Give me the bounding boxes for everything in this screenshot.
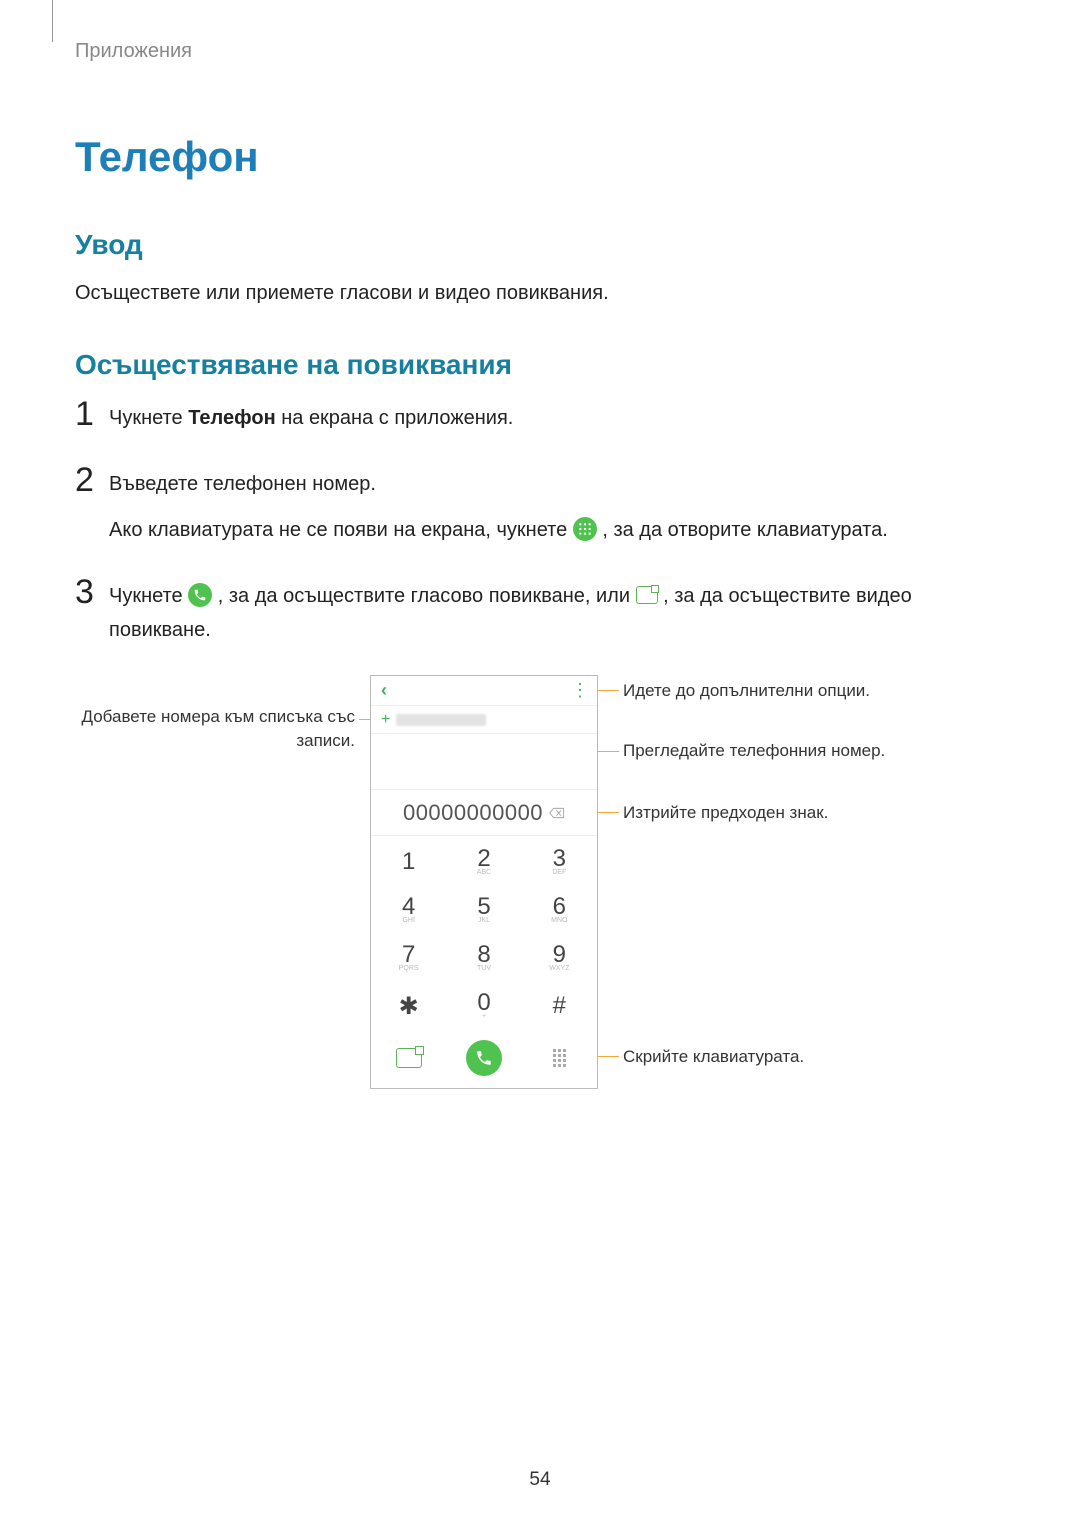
breadcrumb: Приложения: [75, 40, 1005, 63]
call-icon: [188, 583, 212, 607]
keypad-key[interactable]: 1: [371, 836, 446, 884]
keypad: 12ABC3DEF 4GHI5JKL6MNO 7PQRS8TUV9WXYZ ✱0+#: [371, 836, 597, 1028]
text-fragment: на екрана с приложения.: [276, 407, 514, 429]
text-fragment: Чукнете: [109, 407, 188, 429]
call-button[interactable]: [466, 1040, 502, 1076]
header-divider: [52, 0, 53, 42]
callout-delete-char: Изтрийте предходен знак.: [623, 801, 828, 825]
back-icon[interactable]: ‹: [381, 680, 387, 701]
video-call-icon: [636, 586, 658, 604]
keypad-key[interactable]: 4GHI: [371, 884, 446, 932]
phone-header: ‹ ⋮: [371, 676, 597, 706]
phone-figure: Добавете номера към списъка със записи. …: [75, 675, 1005, 1105]
step-text: Въведете телефонен номер. Ако клавиатура…: [109, 463, 888, 547]
text-line: Ако клавиатурата не се появи на екрана, …: [109, 513, 888, 547]
phone-actions: [371, 1028, 597, 1088]
text-fragment: , за да осъществите гласово повикване, и…: [218, 585, 636, 607]
entered-number: 00000000000: [403, 800, 543, 826]
step-number: 3: [75, 575, 109, 609]
plus-icon: +: [381, 711, 390, 729]
keypad-key[interactable]: #: [522, 980, 597, 1028]
keypad-key[interactable]: 8TUV: [446, 932, 521, 980]
page-number: 54: [0, 1469, 1080, 1491]
keypad-key[interactable]: ✱: [371, 980, 446, 1028]
steps-list: 1 Чукнете Телефон на екрана с приложения…: [75, 397, 1005, 647]
step-3: 3 Чукнете , за да осъществите гласово по…: [75, 575, 1005, 647]
keypad-key[interactable]: 0+: [446, 980, 521, 1028]
keypad-key[interactable]: 9WXYZ: [522, 932, 597, 980]
number-display: 00000000000: [371, 790, 597, 836]
step-text: Чукнете Телефон на екрана с приложения.: [109, 397, 513, 435]
video-call-button[interactable]: [396, 1048, 422, 1068]
text-line: Въведете телефонен номер.: [109, 467, 888, 501]
step-2: 2 Въведете телефонен номер. Ако клавиату…: [75, 463, 1005, 547]
text-fragment: Ако клавиатурата не се появи на екрана, …: [109, 519, 573, 541]
step-text: Чукнете , за да осъществите гласово пови…: [109, 575, 1005, 647]
contact-preview-row: [371, 734, 597, 790]
callout-more-options: Идете до допълнителни опции.: [623, 679, 870, 703]
step-number: 1: [75, 397, 109, 431]
intro-heading: Увод: [75, 229, 1005, 261]
keypad-key[interactable]: 7PQRS: [371, 932, 446, 980]
hide-keypad-button[interactable]: [553, 1049, 566, 1067]
intro-body: Осъществете или приемете гласови и видео…: [75, 277, 1005, 309]
callout-add-contact: Добавете номера към списъка със записи.: [75, 705, 355, 753]
text-fragment: Чукнете: [109, 585, 188, 607]
page-title: Телефон: [75, 133, 1005, 181]
add-contact-row[interactable]: +: [371, 706, 597, 734]
more-icon[interactable]: ⋮: [571, 680, 587, 701]
keypad-key[interactable]: 6MNO: [522, 884, 597, 932]
callout-hide-keypad: Скрийте клавиатурата.: [623, 1045, 804, 1069]
keypad-key[interactable]: 3DEF: [522, 836, 597, 884]
callout-preview-number: Прегледайте телефонния номер.: [623, 739, 885, 763]
keypad-key[interactable]: 5JKL: [446, 884, 521, 932]
step-1: 1 Чукнете Телефон на екрана с приложения…: [75, 397, 1005, 435]
dialpad-icon: [573, 517, 597, 541]
text-bold: Телефон: [188, 407, 275, 429]
backspace-icon[interactable]: [549, 807, 565, 819]
phone-mock: ‹ ⋮ + 00000000000 12ABC3DEF 4GHI5JKL6MNO 7…: [370, 675, 598, 1089]
calls-heading: Осъществяване на повиквания: [75, 349, 1005, 381]
text-fragment: , за да отворите клавиатурата.: [602, 519, 887, 541]
blurred-text: [396, 714, 486, 726]
keypad-key[interactable]: 2ABC: [446, 836, 521, 884]
step-number: 2: [75, 463, 109, 497]
